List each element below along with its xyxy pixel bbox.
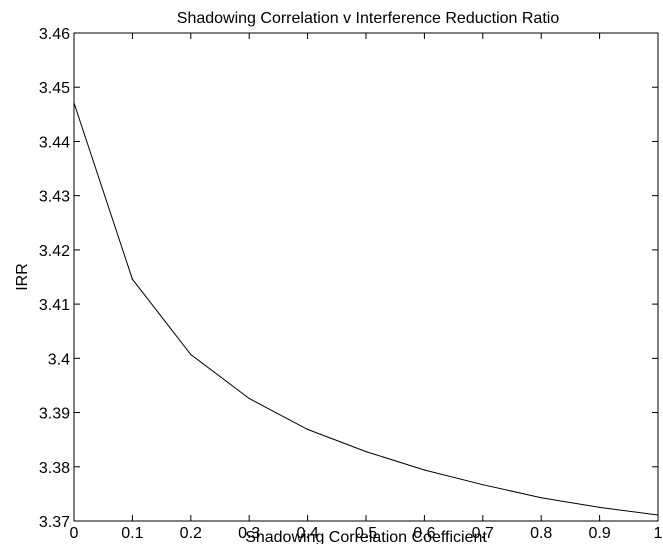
y-tick-label: 3.44 (39, 134, 70, 151)
x-tick-label: 0.4 (296, 525, 318, 542)
data-point (190, 353, 192, 356)
x-tick-label: 0 (70, 525, 79, 542)
data-point (131, 278, 133, 280)
y-axis: 3.37 3.38 3.39 3.4 3.41 3.42 3.43 3.44 3.45 3.46 (39, 26, 658, 531)
y-tick-label: 3.43 (39, 189, 70, 206)
chart-title: Shadowing Correlation v Interference Red… (177, 10, 560, 27)
x-tick-label: 0.9 (588, 525, 610, 542)
y-tick-label: 3.4 (48, 351, 70, 368)
y-tick-label: 3.45 (39, 80, 70, 97)
x-tick-label: 0.2 (180, 525, 202, 542)
x-tick-label: 0.8 (530, 525, 552, 542)
y-tick-label: 3.46 (39, 26, 70, 43)
data-point (423, 469, 425, 471)
data-point (365, 450, 367, 453)
plot-frame (73, 32, 659, 522)
data-point (540, 497, 542, 499)
y-axis-label: IRR (14, 263, 31, 291)
y-tick-label: 3.38 (39, 460, 70, 477)
x-tick-label: 0.3 (238, 525, 260, 542)
data-point (73, 102, 75, 104)
data-point (307, 428, 309, 430)
data-point (482, 484, 484, 486)
y-tick-label: 3.37 (39, 514, 70, 531)
y-tick-label: 3.41 (39, 297, 70, 314)
x-axis-label: Shadowing Correlation Coefficient (245, 529, 487, 544)
irr-series-line (73, 102, 659, 516)
x-tick-label: 0.6 (413, 525, 435, 542)
x-tick-label: 0.1 (121, 525, 143, 542)
data-point (599, 506, 601, 509)
data-point (657, 514, 659, 516)
x-tick-label: 0.5 (355, 525, 377, 542)
y-tick-label: 3.42 (39, 243, 70, 260)
data-point (248, 397, 250, 400)
x-axis: 0 0.1 0.2 0.3 0.4 0.5 0.6 0.7 0.8 0.9 1 (70, 33, 663, 542)
x-tick-label: 0.7 (472, 525, 494, 542)
y-tick-label: 3.39 (39, 406, 70, 423)
x-tick-label: 1 (654, 525, 663, 542)
